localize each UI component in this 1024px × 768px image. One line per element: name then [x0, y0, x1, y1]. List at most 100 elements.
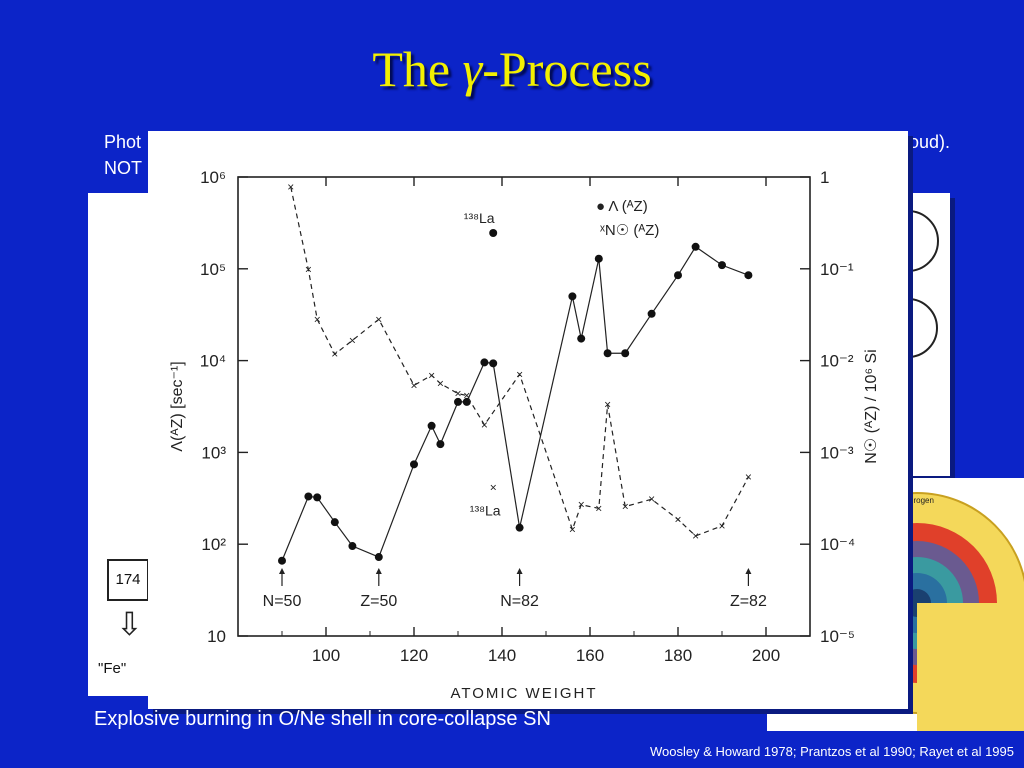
abundance-point: × [410, 378, 417, 392]
body-line-2-left: NOT [104, 158, 142, 178]
abundance-series-line [290, 186, 749, 537]
lambda-point [489, 359, 498, 368]
abundance-point: × [745, 470, 752, 484]
abundance-point: × [454, 387, 461, 401]
abundance-point: × [349, 333, 356, 347]
right-panel-letter: g [906, 327, 913, 342]
plot-frame [237, 176, 811, 637]
lambda-point [647, 309, 656, 318]
y-left-tick-label: 10⁵ [200, 260, 226, 279]
y-left-tick-label: 10³ [201, 443, 226, 462]
lambda-point [304, 492, 313, 501]
chart-svg: 100 120 140 160 180 200 10 10² 10³ 10⁴ 10⁵ 10⁶ 10⁻⁵ 1… [169, 168, 880, 702]
abundance-point: × [437, 377, 444, 391]
lambda-point [621, 349, 630, 358]
lambda-point [348, 542, 357, 551]
abundance-point: × [604, 398, 611, 412]
x-axis-label: ATOMIC WEIGHT [450, 685, 597, 702]
abundance-point: × [718, 519, 725, 533]
abundance-point: × [305, 263, 312, 277]
y-left-tick-label: 10⁴ [200, 352, 226, 371]
x-tick-label: 180 [664, 646, 692, 665]
caption: Explosive burning in O/Ne shell in core-… [94, 708, 551, 730]
annotation-label: N=50 [263, 593, 302, 610]
lambda-series-line [281, 245, 749, 561]
lambda-point [278, 556, 286, 565]
lambda-point [313, 493, 322, 502]
gamma-symbol: γ [462, 41, 483, 97]
credits: Woosley & Howard 1978; Prantzos et al 19… [650, 744, 1014, 759]
star-layer-label: drogen [909, 496, 934, 505]
y-left-tick-label: 10 [207, 627, 226, 646]
abundance-point: × [331, 347, 338, 361]
la138-abundance-point: × [490, 480, 497, 494]
x-tick-label: 200 [752, 646, 780, 665]
legend-abundance: ˣN☉ (ᴬZ) [600, 222, 659, 239]
abundance-point: × [595, 501, 602, 515]
lambda-point [410, 460, 418, 469]
y-left-tick-label: 10⁶ [200, 168, 226, 187]
la138-lambda-label: ¹³⁸La [464, 210, 495, 226]
la138-lambda-point [489, 228, 498, 237]
y-left-axis-label: Λ(ᴬZ) [sec⁻¹] [169, 361, 186, 451]
lambda-point [374, 553, 383, 562]
lambda-point [480, 358, 489, 367]
lower-circle-arc [907, 298, 938, 358]
fe-label: "Fe" [98, 660, 127, 677]
lambda-point [577, 334, 586, 343]
slide-title: The γ-Process [372, 41, 652, 97]
la138-abundance-label: ¹³⁸La [470, 502, 501, 518]
abundance-point: × [314, 312, 321, 326]
abundance-point: × [481, 418, 488, 432]
abundance-point: × [578, 498, 585, 512]
lambda-point [568, 292, 577, 301]
y-right-tick-label: 1 [820, 168, 829, 187]
annotation-arrow-head [745, 568, 752, 574]
gamma-process-chart: 100 120 140 160 180 200 10 10² 10³ 10⁴ 10⁵ 10⁶ 10⁻⁵ 1… [148, 131, 908, 709]
lambda-point [436, 440, 445, 449]
lambda-point [594, 254, 603, 263]
lambda-point [330, 518, 339, 527]
nucleus-box: 174 [107, 559, 149, 601]
annotation-arrow-head [375, 568, 382, 574]
circle-diagram: g [906, 210, 939, 358]
annotation-arrow-head [516, 568, 523, 574]
upper-circle-arc [907, 210, 939, 272]
abundance-point: × [516, 367, 523, 381]
abundance-point: × [622, 500, 629, 514]
abundance-point: × [569, 523, 576, 537]
lambda-point [454, 397, 462, 406]
y-right-tick-label: 10⁻⁵ [820, 627, 855, 646]
lambda-point [718, 261, 726, 270]
abundance-point: × [287, 180, 294, 194]
x-tick-label: 160 [576, 646, 604, 665]
lambda-point [427, 421, 436, 430]
abundance-point: × [648, 492, 655, 506]
lambda-point [674, 271, 682, 280]
body-line-1-left: Phot [104, 132, 142, 152]
y-left-tick-label: 10² [201, 535, 226, 554]
annotation-arrow-head [279, 568, 285, 574]
x-tick-label: 120 [400, 646, 428, 665]
lambda-point [603, 349, 612, 358]
annotation-label: N=82 [500, 593, 539, 610]
lambda-point [744, 271, 753, 280]
abundance-point: × [692, 529, 699, 543]
x-tick-label: 100 [312, 646, 340, 665]
x-tick-label: 140 [488, 646, 516, 665]
body-line-1-right: loud). [905, 132, 951, 152]
y-right-tick-label: 10⁻² [820, 352, 854, 371]
abundance-point: × [375, 312, 382, 326]
y-right-tick-label: 10⁻¹ [820, 260, 854, 279]
y-right-tick-label: 10⁻⁴ [820, 535, 855, 554]
abundance-point: × [674, 512, 681, 526]
annotation-label: Z=50 [360, 593, 397, 610]
legend-lambda: ● Λ (ᴬZ) [596, 198, 648, 215]
annotation-label: Z=82 [730, 593, 767, 610]
y-right-axis-label: N☉ (ᴬZ) / 10⁶ Si [863, 349, 880, 463]
y-right-tick-label: 10⁻³ [820, 443, 854, 462]
background-figure-left [88, 193, 152, 696]
abundance-point: × [463, 388, 470, 402]
lambda-point [515, 523, 524, 532]
abundance-point: × [428, 368, 435, 382]
